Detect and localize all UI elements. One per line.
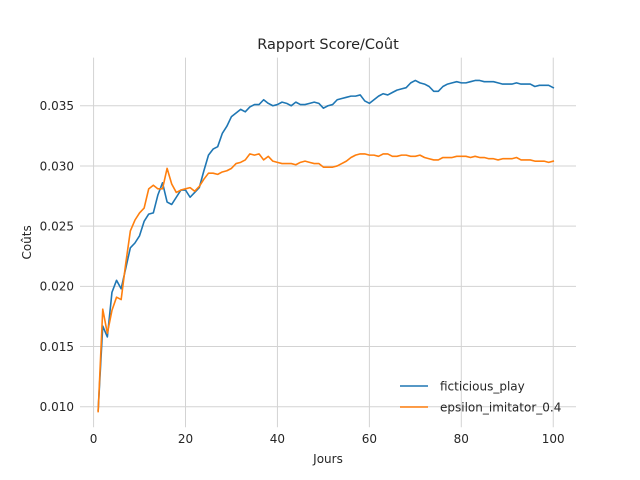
series-lines: [97, 79, 555, 413]
y-tick-label: 0.030: [40, 159, 74, 173]
x-tick-label: 20: [178, 432, 193, 446]
y-tick-label: 0.010: [40, 400, 74, 414]
x-axis-ticks: 0 20 40 60 80 100: [90, 432, 565, 446]
chart-title: Rapport Score/Coût: [257, 37, 399, 53]
y-tick-label: 0.020: [40, 280, 74, 294]
y-axis-ticks: 0.010 0.015 0.020 0.025 0.030 0.035: [40, 99, 74, 414]
x-tick-label: 60: [362, 432, 377, 446]
x-axis-label: Jours: [312, 452, 343, 466]
y-tick-label: 0.025: [40, 219, 74, 233]
x-tick-label: 100: [542, 432, 565, 446]
x-tick-label: 0: [90, 432, 98, 446]
plot-area: [80, 57, 576, 428]
legend-label: ficticious_play: [440, 379, 525, 393]
x-tick-label: 80: [454, 432, 469, 446]
legend: ficticious_play epsilon_imitator_0.4: [400, 379, 561, 414]
legend-label: epsilon_imitator_0.4: [440, 400, 561, 414]
series-line-1: [97, 153, 555, 413]
x-tick-label: 40: [270, 432, 285, 446]
y-axis-label: Coûts: [20, 225, 34, 259]
y-tick-label: 0.035: [40, 99, 74, 113]
series-line-0: [97, 79, 555, 412]
y-tick-label: 0.015: [40, 340, 74, 354]
grid: [80, 57, 576, 428]
